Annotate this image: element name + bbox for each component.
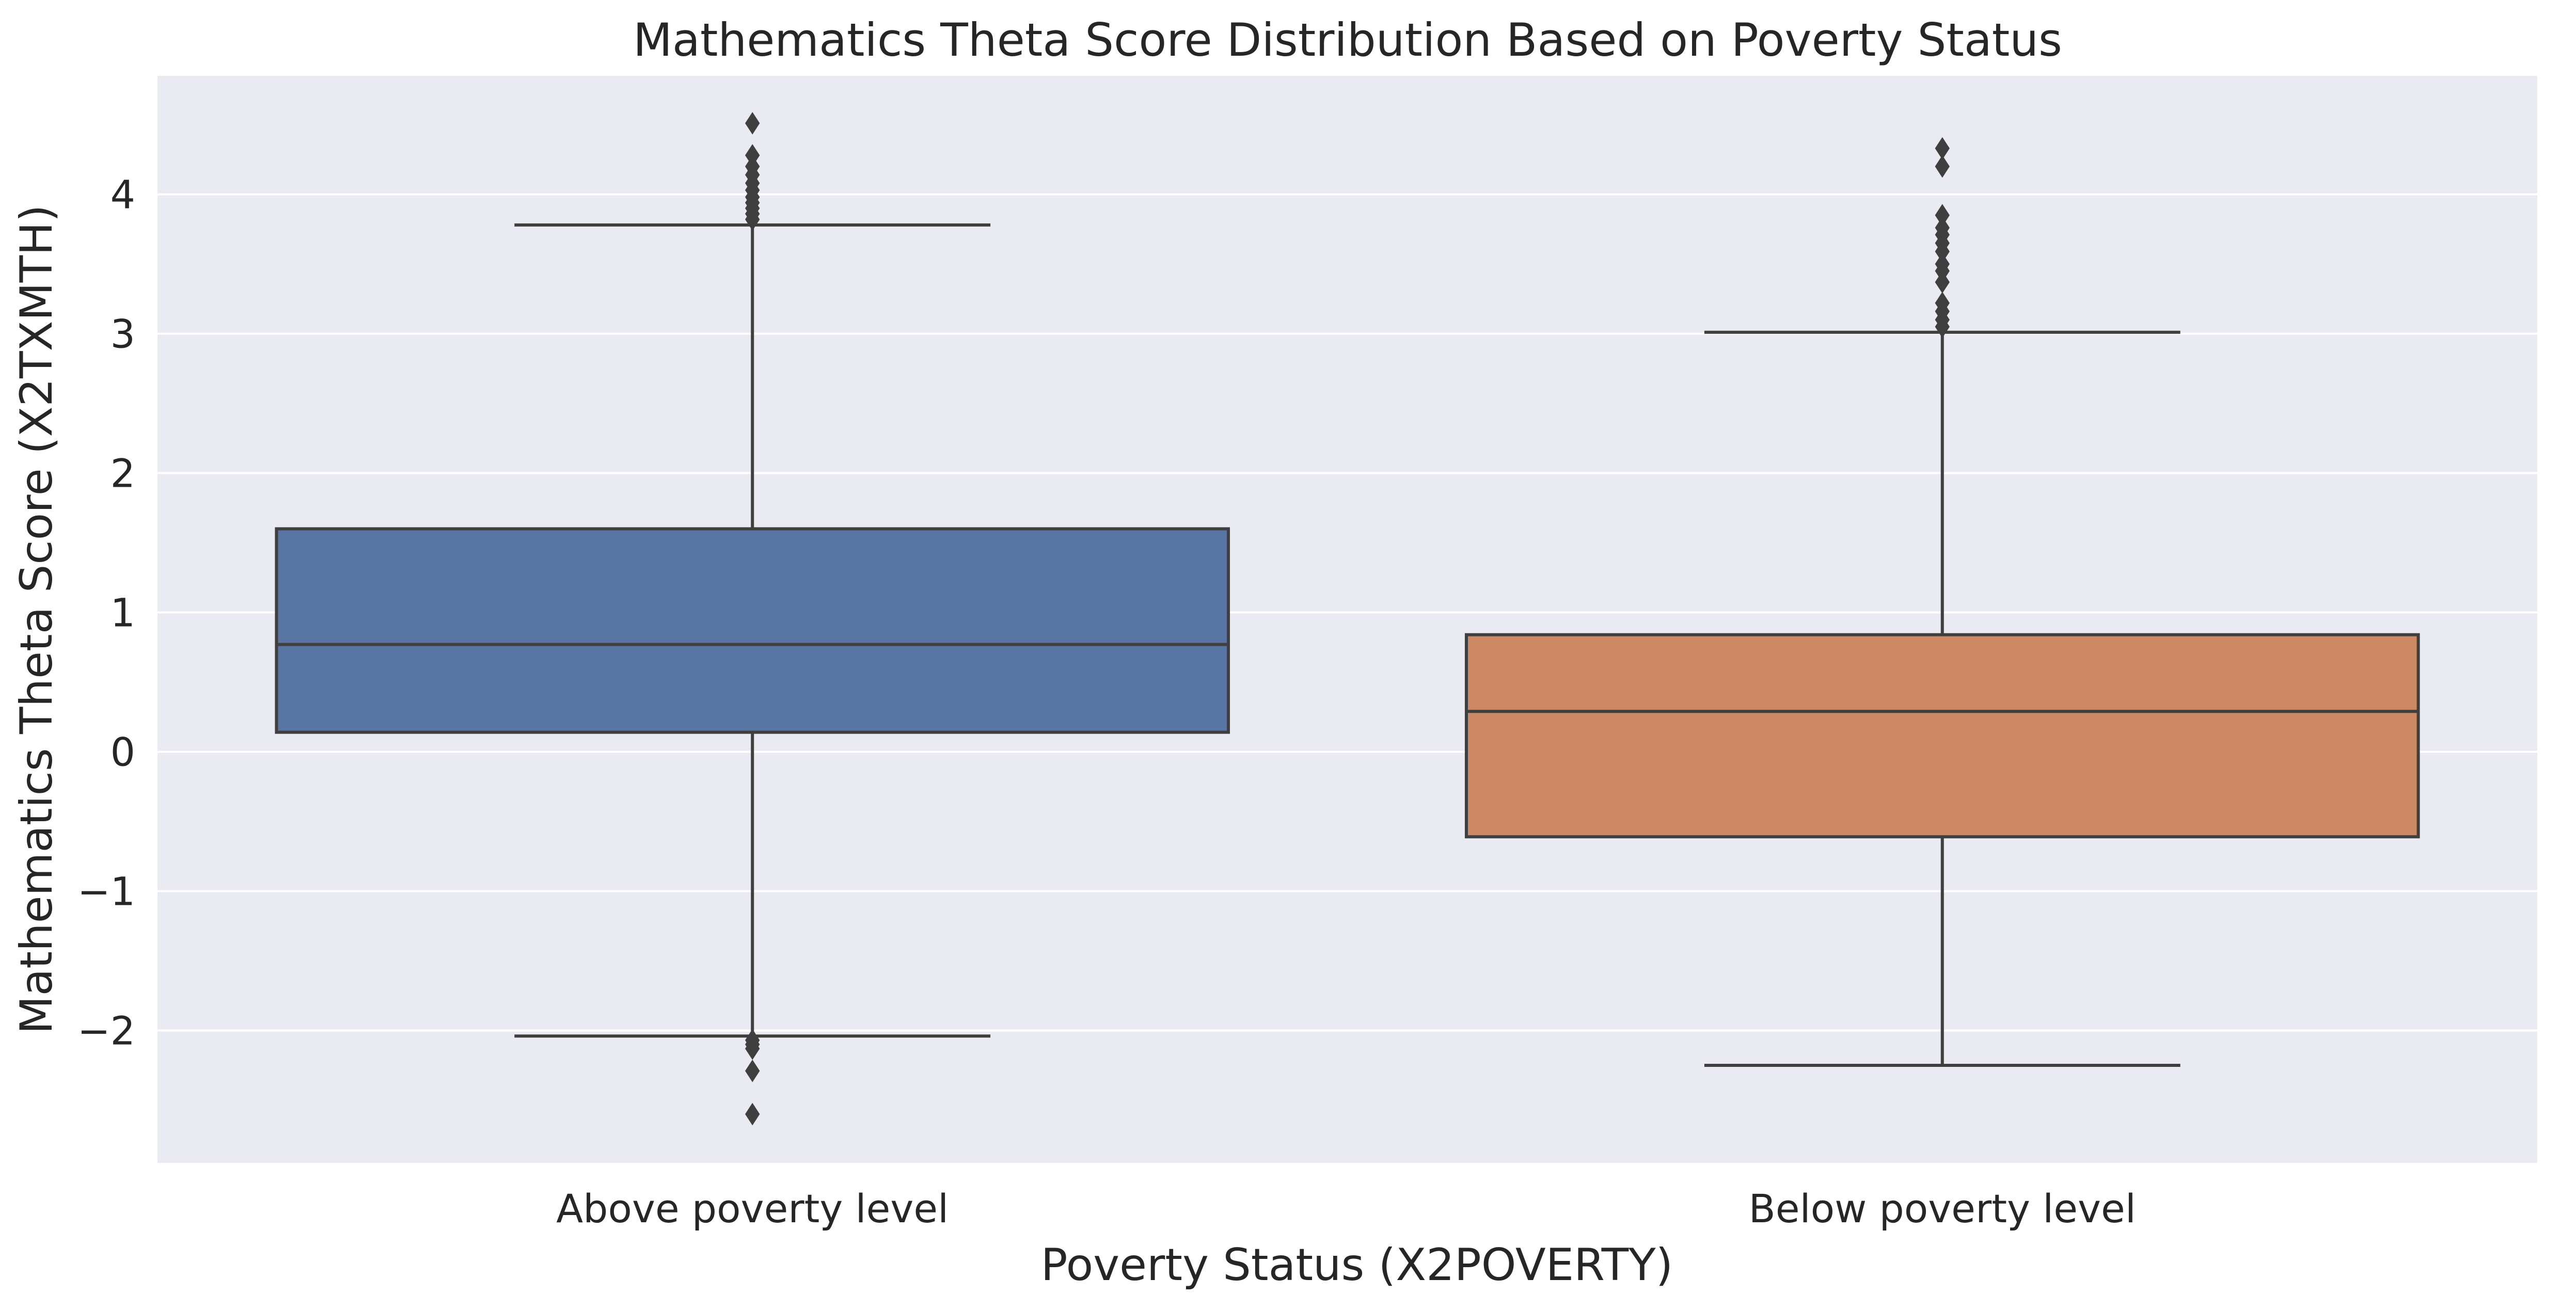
y-tick-label: 0 — [110, 729, 135, 775]
iqr-box — [1464, 633, 2420, 839]
x-tick-label: Below poverty level — [1749, 1186, 2136, 1232]
x-tick-label: Above poverty level — [556, 1186, 949, 1232]
outlier-point — [745, 1059, 760, 1082]
y-tick-label: 2 — [110, 451, 135, 497]
iqr-box — [275, 527, 1230, 734]
outlier-point — [745, 208, 760, 231]
y-tick-label: 4 — [110, 172, 135, 218]
y-tick-label: −2 — [77, 1008, 135, 1054]
outlier-point — [1935, 315, 1950, 338]
box-group — [1464, 137, 2420, 1067]
x-tick-labels: Above poverty level Below poverty level — [556, 1186, 2136, 1232]
outlier-point — [745, 1103, 760, 1126]
x-axis-label: Poverty Status (X2POVERTY) — [1041, 1239, 1673, 1291]
y-tick-label: 3 — [110, 311, 135, 357]
chart-title: Mathematics Theta Score Distribution Bas… — [633, 13, 2062, 67]
y-axis-label: Mathematics Theta Score (X2TXMTH) — [11, 204, 62, 1034]
y-tick-label: −1 — [77, 869, 135, 915]
outlier-point — [745, 1037, 760, 1060]
y-tick-label: 1 — [110, 590, 135, 636]
outlier-point — [745, 111, 760, 135]
box-plots — [275, 111, 2420, 1126]
y-tick-labels: −2 −1 0 1 2 3 4 — [77, 172, 135, 1054]
outlier-point — [1935, 155, 1950, 178]
box-group — [275, 111, 1230, 1126]
